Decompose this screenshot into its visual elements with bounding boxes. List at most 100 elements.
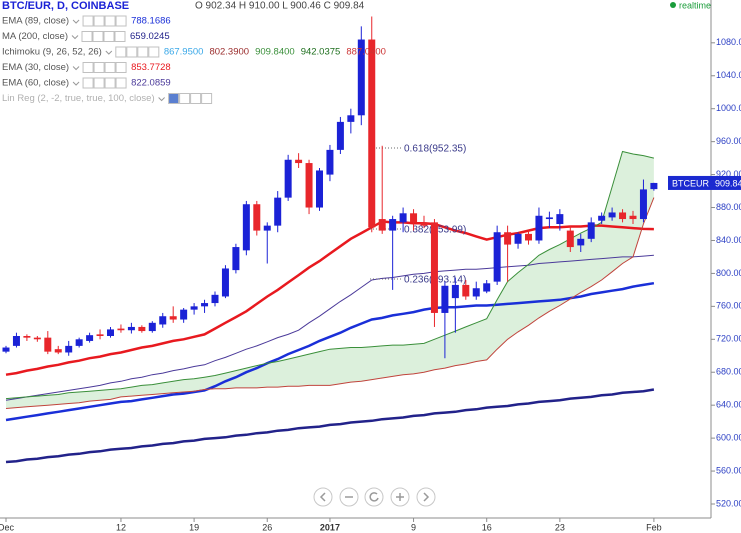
candle-body bbox=[336, 121, 344, 150]
indicator-control[interactable] bbox=[115, 15, 127, 27]
candle-body bbox=[598, 215, 606, 221]
candle-body bbox=[525, 233, 532, 241]
candle-body bbox=[316, 170, 323, 208]
indicator-control[interactable] bbox=[115, 77, 127, 89]
candle-body bbox=[274, 197, 282, 226]
realtime-dot bbox=[670, 2, 676, 8]
indicator-name: EMA (60, close) bbox=[2, 78, 69, 89]
indicator-control[interactable] bbox=[82, 15, 94, 27]
candle-body bbox=[12, 336, 20, 346]
price-tag-box bbox=[668, 175, 741, 190]
price-tag-symbol: BTCEUR bbox=[672, 178, 710, 188]
indicator-control[interactable] bbox=[126, 46, 138, 58]
scroll-left-button[interactable] bbox=[313, 487, 333, 507]
realtime-label: realtime bbox=[679, 0, 711, 10]
indicator-control[interactable] bbox=[114, 31, 126, 42]
y-tick-label: 1080.00 bbox=[716, 37, 741, 47]
candle-body bbox=[295, 159, 303, 164]
zoom-out-button[interactable] bbox=[339, 487, 359, 507]
candle-body bbox=[462, 284, 470, 297]
dropdown-arrow bbox=[158, 97, 165, 102]
indicator-control[interactable] bbox=[115, 62, 127, 73]
y-tick-label: 600.00 bbox=[716, 432, 741, 442]
indicator-control[interactable] bbox=[103, 31, 115, 42]
candle-layer bbox=[2, 16, 658, 359]
candle-body bbox=[650, 182, 658, 190]
zoom-controls bbox=[313, 487, 436, 507]
indicator-value: 909.8400 bbox=[255, 47, 295, 58]
x-tick-label: Feb bbox=[646, 522, 662, 532]
indicator-control[interactable] bbox=[201, 93, 213, 104]
x-tick-label: 2017 bbox=[320, 522, 340, 532]
indicator-control[interactable] bbox=[92, 31, 104, 42]
indicator-control[interactable] bbox=[190, 93, 202, 104]
indicator-line bbox=[5, 220, 654, 376]
candle-body bbox=[75, 339, 83, 346]
indicator-name: Lin Reg (2, -2, true, true, 100, close) bbox=[2, 93, 155, 104]
indicator-control[interactable] bbox=[104, 77, 116, 89]
y-tick-label: 760.00 bbox=[716, 301, 741, 311]
candle-body bbox=[493, 232, 501, 282]
fib-level-label: 0.618(952.35) bbox=[404, 144, 466, 155]
indicator-control[interactable] bbox=[93, 15, 105, 27]
indicator-control[interactable] bbox=[179, 93, 191, 104]
indicator-control[interactable] bbox=[81, 31, 93, 42]
candle-body bbox=[33, 337, 41, 340]
x-tick-label: Dec bbox=[0, 522, 14, 532]
candle-body bbox=[556, 214, 564, 224]
candle-body bbox=[253, 204, 261, 231]
candle-body bbox=[23, 336, 31, 338]
indicator-control[interactable] bbox=[115, 46, 127, 58]
candle-body bbox=[378, 219, 386, 231]
indicator-value: 802.3900 bbox=[209, 47, 249, 58]
indicator-control[interactable] bbox=[168, 93, 180, 104]
y-tick-label: 800.00 bbox=[716, 268, 741, 278]
y-tick-label: 560.00 bbox=[716, 465, 741, 475]
indicator-control[interactable] bbox=[93, 77, 105, 89]
candle-body bbox=[86, 335, 94, 341]
candle-body bbox=[107, 329, 114, 336]
dropdown-arrow bbox=[72, 81, 80, 86]
indicator-name: EMA (30, close) bbox=[2, 62, 69, 73]
candle-body bbox=[410, 213, 418, 223]
candle-body bbox=[389, 219, 397, 231]
indicator-control[interactable] bbox=[104, 62, 116, 73]
y-tick-label: 520.00 bbox=[716, 498, 741, 508]
candle-body bbox=[399, 213, 407, 223]
indicator-control[interactable] bbox=[82, 77, 94, 89]
indicator-control[interactable] bbox=[82, 62, 94, 73]
candle-body bbox=[211, 294, 219, 304]
dropdown-arrow bbox=[72, 66, 80, 71]
candle-body bbox=[629, 215, 637, 220]
ohlc-text: O 902.34 H 910.00 L 900.46 C 909.84 bbox=[195, 1, 365, 12]
reset-button[interactable] bbox=[364, 487, 384, 507]
ichimoku-cloud bbox=[6, 151, 654, 409]
y-tick-label: 640.00 bbox=[716, 400, 741, 410]
indicator-control[interactable] bbox=[148, 46, 160, 58]
indicator-name: MA (200, close) bbox=[2, 31, 68, 42]
dropdown-arrow bbox=[72, 19, 80, 24]
candle-body bbox=[483, 283, 491, 292]
candle-body bbox=[263, 225, 271, 231]
indicator-control[interactable] bbox=[137, 46, 149, 58]
legend: BTC/EUR, D, COINBASE O 902.34 H 910.00 L… bbox=[2, 0, 711, 104]
line-layer: 0.618(952.35)0.382(853.99)0.236(793.14) bbox=[5, 144, 655, 464]
y-tick-label: 680.00 bbox=[716, 367, 741, 377]
indicator-line bbox=[5, 281, 655, 422]
indicator-name: Ichimoku (9, 26, 52, 26) bbox=[2, 47, 102, 58]
zoom-in-button[interactable] bbox=[390, 487, 410, 507]
candle-body bbox=[451, 284, 459, 299]
cloud-layer bbox=[6, 151, 654, 409]
candle-body bbox=[514, 233, 522, 244]
candle-body bbox=[545, 217, 553, 220]
scroll-right-button[interactable] bbox=[416, 487, 436, 507]
candle-body bbox=[127, 326, 135, 331]
candle-body bbox=[180, 309, 188, 320]
indicator-control[interactable] bbox=[93, 62, 105, 73]
candle-body bbox=[54, 349, 62, 353]
candle-body bbox=[284, 159, 292, 198]
candle-body bbox=[619, 212, 627, 220]
indicator-control[interactable] bbox=[104, 15, 116, 27]
